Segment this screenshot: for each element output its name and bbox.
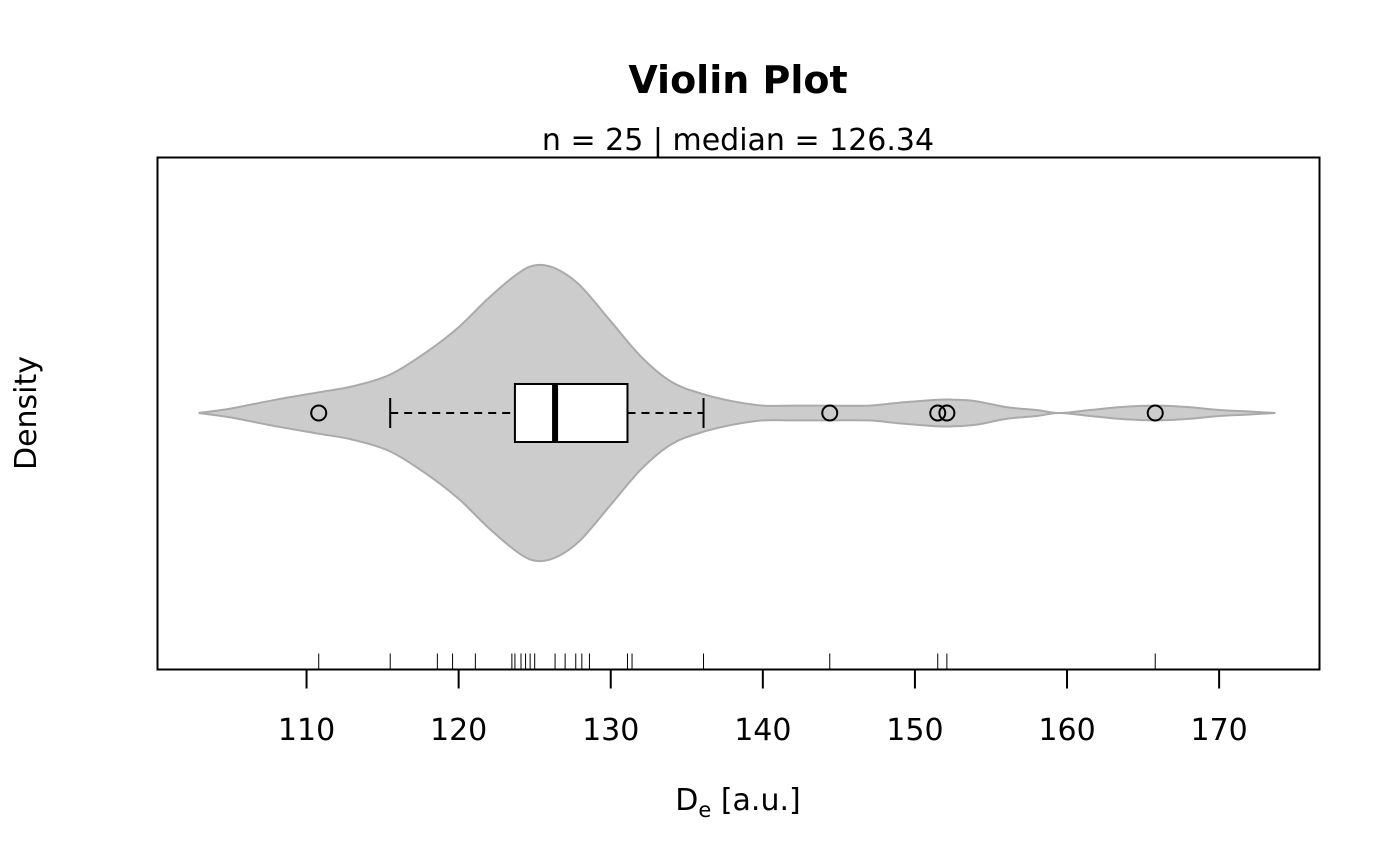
x-tick-label: 120 bbox=[430, 713, 487, 748]
violin-shape bbox=[198, 263, 1276, 563]
outlier-point bbox=[821, 404, 839, 422]
x-axis-label-unit: [a.u.] bbox=[711, 783, 800, 818]
x-tick-label: 170 bbox=[1190, 713, 1247, 748]
outlier-point bbox=[310, 404, 328, 422]
chart-title: Violin Plot bbox=[628, 58, 847, 102]
x-axis: 110 120 130 140 150 160 170 bbox=[278, 668, 1248, 748]
x-tick-label: 150 bbox=[886, 713, 943, 748]
x-tick-label: 160 bbox=[1038, 713, 1095, 748]
x-tick-label: 140 bbox=[734, 713, 791, 748]
violin-layer bbox=[198, 263, 1276, 563]
y-axis-label: Density bbox=[9, 356, 44, 470]
box-iqr bbox=[513, 383, 629, 443]
chart-subtitle: n = 25 | median = 126.34 bbox=[542, 123, 934, 158]
x-axis-label-main: D bbox=[675, 783, 698, 818]
boxplot-layer bbox=[310, 383, 1164, 443]
x-axis-label-subscript: e bbox=[698, 798, 711, 822]
x-axis-label: De [a.u.] bbox=[675, 783, 800, 822]
outlier-point bbox=[1146, 404, 1164, 422]
outlier-point bbox=[938, 404, 956, 422]
x-tick-label: 130 bbox=[582, 713, 639, 748]
outlier-point bbox=[929, 404, 947, 422]
rug-layer bbox=[318, 653, 1156, 670]
x-tick-label: 110 bbox=[278, 713, 335, 748]
